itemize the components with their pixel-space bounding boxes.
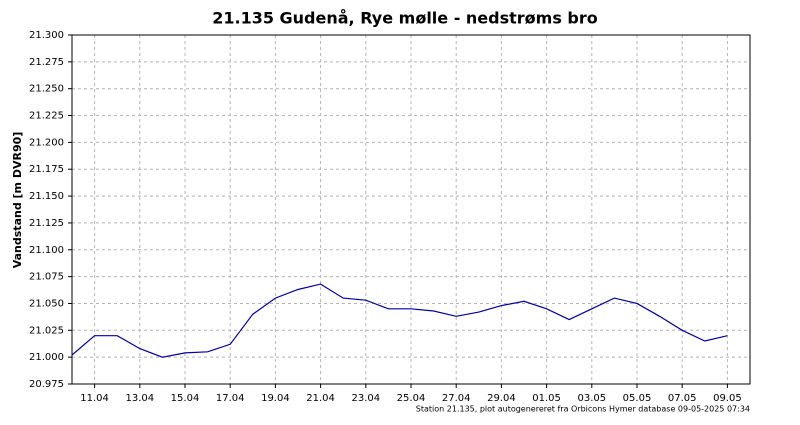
x-tick-label: 27.04: [442, 393, 471, 404]
y-tick-label: 21.300: [29, 30, 64, 41]
y-tick-label: 21.225: [29, 111, 64, 122]
x-tick-label: 01.05: [532, 393, 561, 404]
y-axis-label: Vandstand [m DVR90]: [11, 132, 24, 269]
x-tick-label: 29.04: [487, 393, 516, 404]
chart-title: 21.135 Gudenå, Rye mølle - nedstrøms bro: [212, 9, 598, 28]
footer: Station 21.135, plot autogenereret fra O…: [416, 405, 750, 414]
x-tick-label: 11.04: [80, 393, 109, 404]
y-tick-label: 21.050: [29, 298, 64, 309]
x-tick-label: 17.04: [216, 393, 245, 404]
x-tick-label: 15.04: [171, 393, 200, 404]
y-tick-label: 20.975: [29, 379, 64, 390]
x-tick-label: 25.04: [397, 393, 426, 404]
y-tick-label: 21.000: [29, 352, 64, 363]
y-tick-label: 21.075: [29, 272, 64, 283]
plot-frame: [71, 34, 751, 385]
y-tick-label: 21.150: [29, 191, 64, 202]
x-tick-label: 05.05: [623, 393, 652, 404]
y-tick-label: 21.275: [29, 57, 64, 68]
y-tick-label: 21.125: [29, 218, 64, 229]
x-tick-label: 07.05: [668, 393, 697, 404]
x-tick-label: 03.05: [577, 393, 606, 404]
x-tick-label: 21.04: [306, 393, 335, 404]
y-tick-label: 21.175: [29, 164, 64, 175]
y-tick-label: 21.025: [29, 325, 64, 336]
x-tick-label: 19.04: [261, 393, 290, 404]
x-tick-label: 23.04: [351, 393, 380, 404]
x-tick-label: 13.04: [125, 393, 154, 404]
data-line: [71, 283, 728, 358]
y-tick-label: 21.200: [29, 137, 64, 148]
y-tick-label: 21.100: [29, 245, 64, 256]
x-tick-label: 09.05: [713, 393, 742, 404]
y-tick-label: 21.250: [29, 84, 64, 95]
